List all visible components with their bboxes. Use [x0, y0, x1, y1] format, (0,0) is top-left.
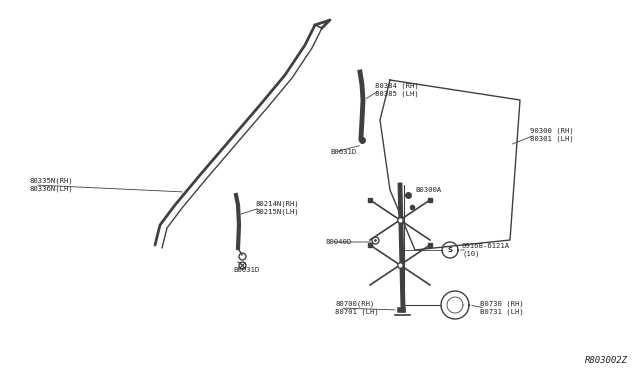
Text: B0730 (RH)
B0731 (LH): B0730 (RH) B0731 (LH): [480, 301, 524, 315]
Text: 80214N(RH)
80215N(LH): 80214N(RH) 80215N(LH): [255, 201, 299, 215]
Text: S: S: [447, 247, 452, 253]
Text: 09168-6121A
(10): 09168-6121A (10): [462, 243, 510, 257]
Text: B0300A: B0300A: [415, 187, 441, 193]
Text: 80700(RH)
80701 (LH): 80700(RH) 80701 (LH): [335, 301, 379, 315]
Text: 90300 (RH)
80301 (LH): 90300 (RH) 80301 (LH): [530, 128, 573, 142]
Text: R803002Z: R803002Z: [585, 356, 628, 365]
Text: 80040D: 80040D: [325, 239, 351, 245]
Text: 80384 (RH)
80385 (LH): 80384 (RH) 80385 (LH): [375, 83, 419, 97]
Text: B0031D: B0031D: [330, 149, 356, 155]
Text: B0031D: B0031D: [233, 267, 259, 273]
Text: 80335N(RH)
80336N(LH): 80335N(RH) 80336N(LH): [30, 178, 74, 192]
